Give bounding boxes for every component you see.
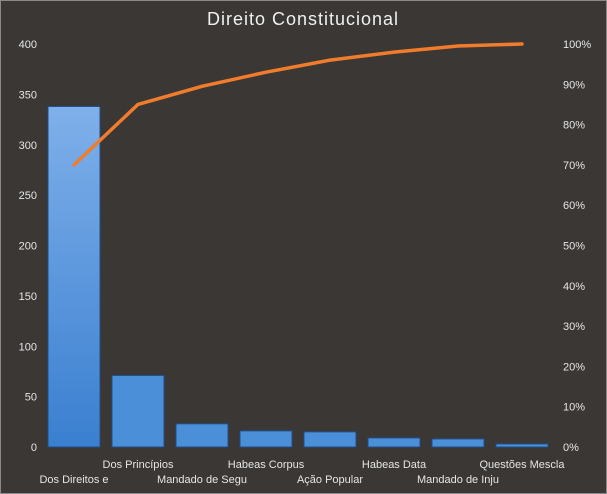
left-tick-label: 350 (19, 89, 37, 101)
line-point (392, 50, 396, 54)
bar (367, 437, 421, 448)
category-label: Ação Popular (297, 474, 363, 486)
left-tick-label: 250 (19, 190, 37, 202)
category-label: Mandado de Inju (417, 474, 499, 486)
category-label: Habeas Corpus (228, 459, 305, 471)
left-tick-label: 0 (31, 442, 37, 454)
right-tick-label: 30% (563, 321, 585, 333)
bar (495, 443, 549, 448)
line-point (520, 42, 524, 46)
category-label: Dos Direitos e (39, 474, 108, 486)
line-point (136, 102, 140, 106)
right-tick-label: 60% (563, 200, 585, 212)
right-tick-label: 50% (563, 241, 585, 253)
bar (239, 430, 293, 448)
bar (47, 105, 101, 448)
category-label: Questões Mescla (480, 459, 566, 471)
right-tick-label: 90% (563, 79, 585, 91)
bar (175, 423, 229, 448)
cumulative-line (72, 42, 524, 167)
category-label: Habeas Data (362, 459, 427, 471)
line-point (264, 70, 268, 74)
category-labels: Dos Direitos e Dos Princípios Mandado de S… (39, 459, 565, 486)
bar (111, 374, 165, 448)
left-tick-label: 300 (19, 140, 37, 152)
left-axis-ticks: 0 50 100 150 200 250 300 350 400 (19, 39, 37, 454)
right-tick-label: 80% (563, 120, 585, 132)
left-tick-label: 50 (25, 392, 37, 404)
right-tick-label: 20% (563, 361, 585, 373)
chart-title: Direito Constitucional (207, 9, 399, 29)
right-tick-label: 0% (563, 442, 579, 454)
right-tick-label: 10% (563, 402, 585, 414)
right-tick-label: 100% (563, 39, 591, 51)
cumulative-line-series (72, 42, 524, 167)
right-tick-label: 40% (563, 281, 585, 293)
bar (431, 438, 485, 448)
line-point (72, 163, 76, 167)
line-point (200, 84, 204, 88)
bar-series (47, 105, 549, 448)
left-tick-label: 100 (19, 341, 37, 353)
left-tick-label: 200 (19, 241, 37, 253)
right-axis-ticks: 0% 10% 20% 30% 40% 50% 60% 70% 80% 90% 100% (563, 39, 591, 454)
line-point (456, 44, 460, 48)
bar (303, 431, 357, 448)
category-label: Mandado de Segu (157, 474, 247, 486)
right-tick-label: 70% (563, 160, 585, 172)
category-label: Dos Princípios (103, 459, 174, 471)
left-tick-label: 150 (19, 291, 37, 303)
line-point (328, 58, 332, 62)
left-tick-label: 400 (19, 39, 37, 51)
